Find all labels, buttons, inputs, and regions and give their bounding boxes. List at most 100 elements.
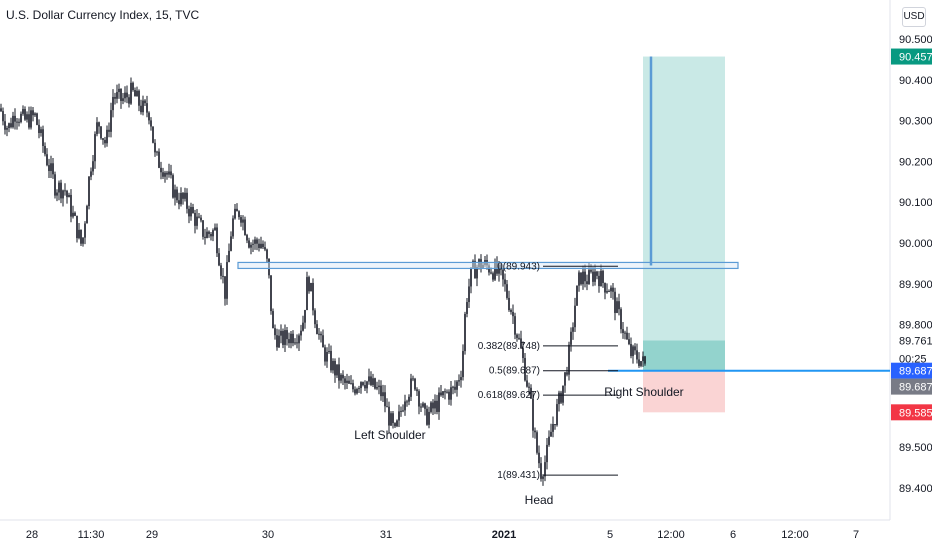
candle-body: [208, 231, 210, 234]
candle-body: [162, 172, 164, 177]
candle-body: [96, 122, 98, 135]
price-axis: 90.500 90.400 90.300 90.200 90.100 90.000 89.9…: [899, 34, 932, 495]
candle-body: [458, 380, 460, 382]
candle-body: [346, 380, 348, 383]
candle-body: [454, 386, 456, 390]
price-badge-label: 89.761: [899, 336, 932, 348]
candle-body: [112, 96, 114, 111]
candle-body: [334, 360, 336, 376]
candle-body: [148, 112, 150, 121]
grid: [0, 0, 891, 521]
candle-body: [62, 190, 64, 199]
candle-body: [388, 406, 390, 426]
candle-body: [94, 134, 96, 162]
candle-body: [20, 113, 22, 123]
candle-body: [382, 392, 384, 397]
candle-body: [446, 391, 448, 393]
candle-body: [622, 329, 624, 334]
price-badge: [891, 378, 932, 395]
candle-body: [178, 200, 180, 205]
candle-body: [64, 190, 66, 192]
candle-body: [364, 385, 366, 389]
candle-body: [256, 239, 258, 244]
candle-body: [236, 208, 238, 212]
candle-body: [168, 171, 170, 175]
candle-body: [82, 237, 84, 244]
candle-body: [280, 330, 282, 336]
candle-body: [526, 380, 528, 387]
candle-body: [608, 291, 610, 293]
candle-body: [502, 269, 504, 280]
candle-body: [200, 217, 202, 221]
candle-body: [56, 192, 58, 196]
candle-body: [98, 122, 100, 127]
candle-body: [406, 401, 408, 403]
candle-body: [290, 333, 292, 344]
price-badge-label: 89.687: [899, 382, 932, 394]
candle-body: [410, 378, 412, 397]
candle-body: [514, 316, 516, 335]
candle-body: [0, 108, 2, 112]
candle-body: [142, 100, 144, 113]
candle-body: [114, 96, 116, 99]
candle-body: [440, 392, 442, 396]
candle-body: [542, 476, 544, 479]
candle-body: [118, 88, 120, 93]
candle-body: [286, 330, 288, 340]
candle-body: [570, 331, 572, 345]
price-tick-label: 90.400: [899, 75, 932, 87]
candle-body: [150, 120, 152, 127]
candle-body: [110, 110, 112, 132]
candle-body: [70, 194, 72, 217]
price-badge-label: 90.457: [899, 52, 932, 64]
candle-body: [532, 398, 534, 431]
candle-body: [536, 432, 538, 453]
candle-body: [466, 302, 468, 314]
candle-body: [634, 346, 636, 351]
candle-body: [318, 333, 320, 335]
candle-body: [240, 217, 242, 223]
candle-body: [38, 124, 40, 133]
candle-body: [624, 332, 626, 334]
candle-body: [192, 207, 194, 214]
candle-body: [78, 229, 80, 239]
candle-body: [116, 92, 118, 99]
candle-body: [598, 275, 600, 287]
candle-body: [438, 392, 440, 412]
candle-body: [572, 327, 574, 332]
candle-body: [284, 330, 286, 345]
candle-body: [426, 408, 428, 425]
candle-body: [434, 400, 436, 409]
candle-body: [92, 161, 94, 172]
currency-button[interactable]: USD: [902, 7, 926, 27]
candle-body: [48, 165, 50, 171]
candle-body: [504, 279, 506, 285]
candle-body: [32, 110, 34, 116]
candle-body: [574, 305, 576, 328]
time-tick-label: 11:30: [78, 529, 105, 541]
candle-body: [642, 356, 644, 362]
candle-body: [606, 291, 608, 293]
candle-body: [68, 194, 70, 198]
price-tick-label: 89.400: [899, 483, 932, 495]
candle-body: [34, 113, 36, 116]
candle-body: [402, 410, 404, 412]
candle-body: [562, 385, 564, 403]
candle-body: [222, 275, 224, 277]
candle-body: [220, 265, 222, 276]
candle-body: [202, 220, 204, 237]
candle-body: [246, 235, 248, 241]
candle-body: [50, 163, 52, 171]
pattern-annotations: Left Shoulder Head Right Shoulder: [354, 385, 683, 507]
candle-body: [592, 271, 594, 282]
time-tick-label: 6: [730, 529, 736, 541]
time-tick-label: 12:00: [781, 529, 809, 541]
candle-body: [86, 206, 88, 224]
candle-body: [548, 436, 550, 445]
position-zones: [643, 56, 725, 413]
candle-body: [394, 423, 396, 427]
candle-body: [352, 383, 354, 390]
candle-body: [170, 171, 172, 176]
